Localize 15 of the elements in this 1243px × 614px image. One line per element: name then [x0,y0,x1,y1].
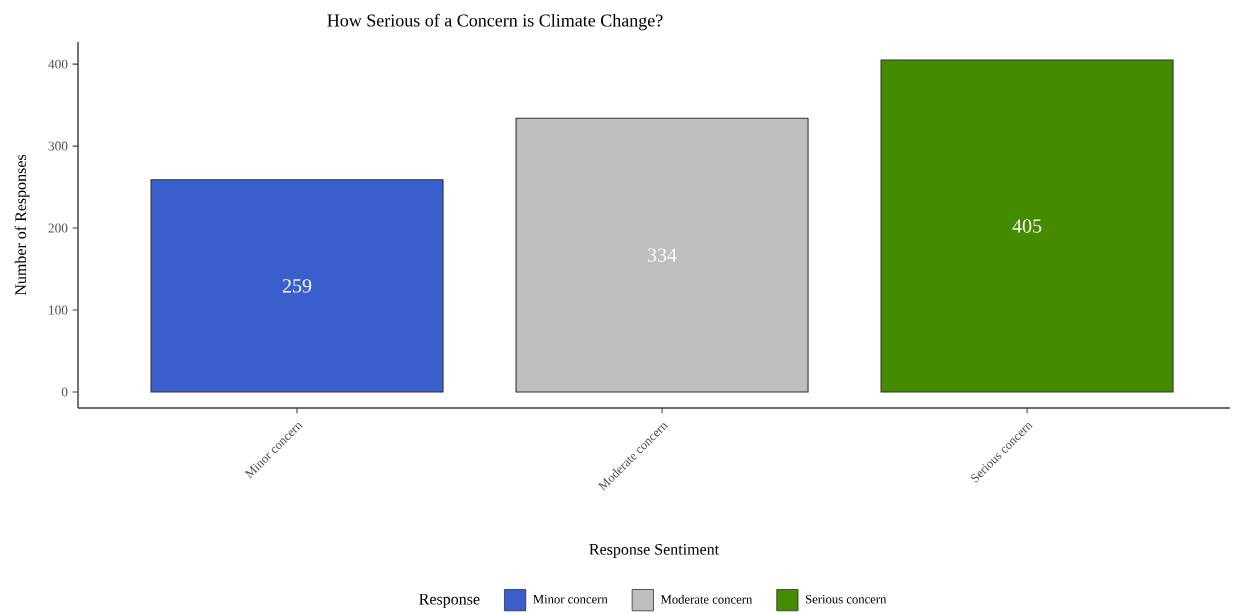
legend-label: Moderate concern [660,594,753,604]
y-axis-title: Number of Responses [14,154,30,296]
data-label: 405 [1012,219,1042,233]
legend-label: Serious concern [805,595,887,604]
legend-label: Minor concern [533,595,608,604]
y-tick-label: 200 [48,223,68,233]
y-tick-label: 0 [61,387,68,397]
data-label: 259 [282,279,312,293]
y-tick-label: 400 [48,59,68,69]
x-axis-title: Response Sentiment [589,544,720,559]
data-label: 334 [648,248,677,262]
y-tick-label: 300 [48,141,68,151]
legend-title: Response [419,593,480,608]
chart-title: How Serious of a Concern is Climate Change? [327,13,663,31]
y-tick-label: 100 [49,305,68,315]
